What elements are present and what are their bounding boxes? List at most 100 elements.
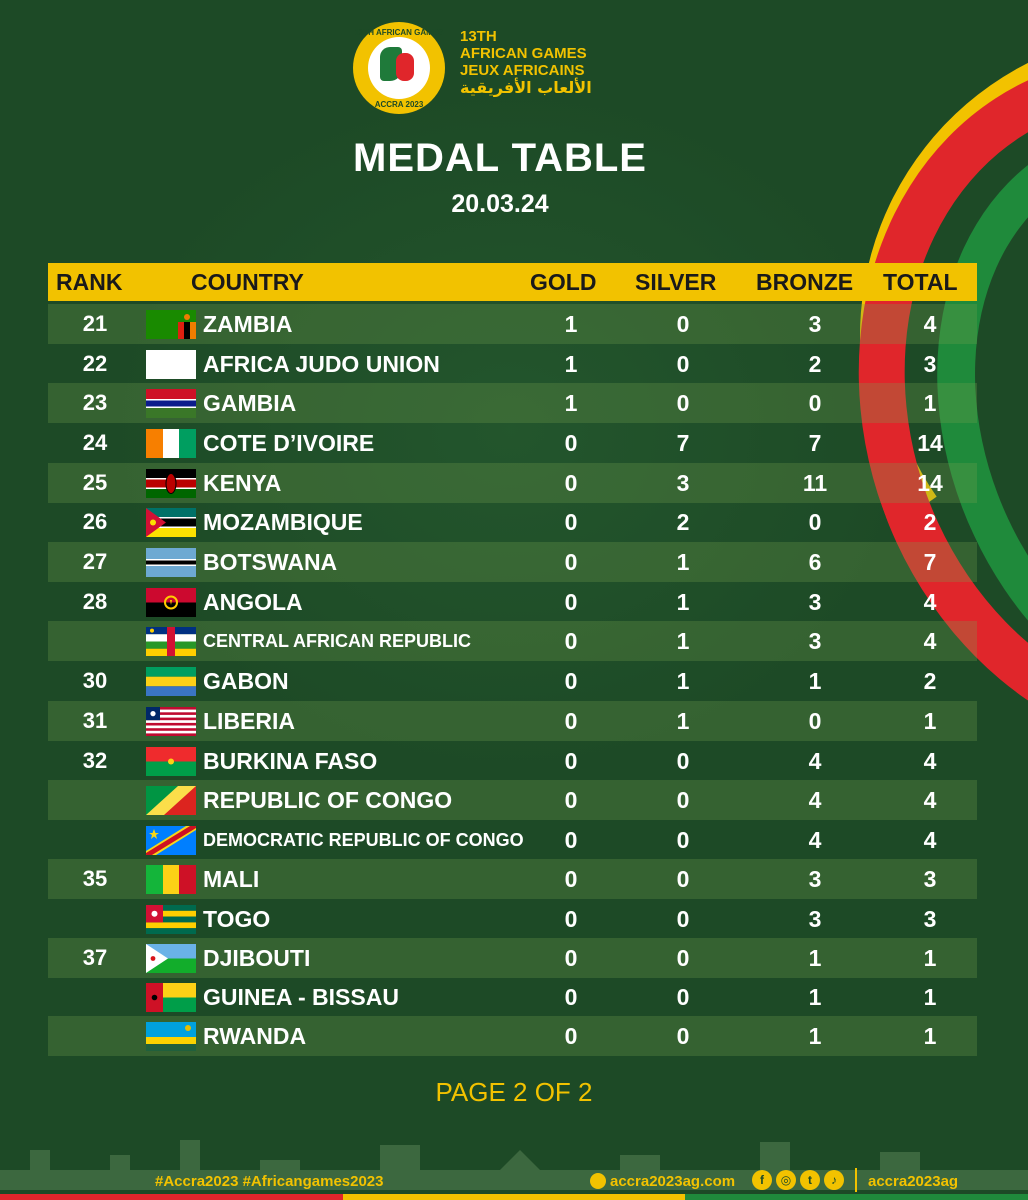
total-cell: 4: [923, 748, 937, 774]
header-silver: SILVER: [635, 269, 717, 295]
country-cell: GUINEA - BISSAU: [203, 984, 399, 1010]
facebook-icon[interactable]: f: [752, 1170, 772, 1190]
twitter-icon[interactable]: t: [800, 1170, 820, 1190]
total-cell: 7: [923, 549, 937, 575]
logo-ring-top-text: 13TH AFRICAN GAMES: [354, 28, 444, 37]
table-row: 23 GAMBIA 1 0 0 1: [48, 383, 977, 423]
bronze-cell: 0: [808, 708, 822, 734]
total-cell: 2: [923, 668, 937, 694]
table-row: 26 MOZAMBIQUE 0 2 0 2: [48, 502, 977, 542]
bronze-cell: 3: [808, 628, 822, 654]
website-link[interactable]: accra2023ag.com: [590, 1173, 735, 1190]
country-cell: RWANDA: [203, 1023, 307, 1049]
header-total: TOTAL: [883, 269, 958, 295]
table-row: 27 BOTSWANA 0 1 6 7: [48, 542, 977, 582]
mozambique-flag: [146, 508, 196, 537]
congo-flag: [146, 786, 196, 815]
country-cell: TOGO: [203, 906, 271, 932]
rank-cell: 26: [82, 509, 108, 534]
table-row: 31 LIBERIA 0 1 0 1: [48, 701, 977, 741]
blank-flag: [146, 350, 196, 379]
bronze-cell: 4: [808, 827, 822, 853]
burkina-faso-flag: [146, 747, 196, 776]
total-cell: 1: [923, 984, 937, 1010]
bronze-cell: 3: [808, 311, 822, 337]
bronze-cell: 11: [802, 470, 828, 496]
total-cell: 1: [923, 390, 937, 416]
silver-cell: 0: [676, 390, 690, 416]
gold-cell: 0: [564, 984, 578, 1010]
silver-cell: 0: [676, 945, 690, 971]
globe-icon: [590, 1173, 606, 1189]
djibouti-flag: [146, 944, 196, 973]
liberia-flag: [146, 707, 196, 736]
social-icons: f ◎ t ♪: [752, 1170, 844, 1190]
silver-cell: 1: [676, 589, 690, 615]
table-row: REPUBLIC OF CONGO 0 0 4 4: [48, 780, 977, 820]
brand-line-1: 13TH: [460, 28, 497, 45]
total-cell: 4: [923, 628, 937, 654]
table-row: 24 COTE D’IVOIRE 0 7 7 14: [48, 423, 977, 463]
total-cell: 14: [917, 430, 943, 456]
tiktok-icon[interactable]: ♪: [824, 1170, 844, 1190]
silver-cell: 1: [676, 668, 690, 694]
silver-cell: 0: [676, 311, 690, 337]
gold-cell: 0: [564, 787, 578, 813]
gold-cell: 0: [564, 945, 578, 971]
silver-cell: 0: [676, 866, 690, 892]
country-cell: REPUBLIC OF CONGO: [203, 787, 453, 813]
page-title: MEDAL TABLE: [353, 136, 647, 180]
table-row: 37 DJIBOUTI 0 0 1 1: [48, 938, 977, 978]
country-cell: AFRICA JUDO UNION: [203, 351, 440, 377]
bronze-cell: 1: [808, 945, 822, 971]
table-row: DEMOCRATIC REPUBLIC OF CONGO 0 0 4 4: [48, 820, 977, 860]
table-row: 28 ANGOLA 0 1 3 4: [48, 582, 977, 622]
gold-cell: 0: [564, 668, 578, 694]
bronze-cell: 0: [808, 390, 822, 416]
rank-cell: 25: [82, 470, 108, 495]
gold-cell: 0: [564, 866, 578, 892]
header-rank: RANK: [56, 269, 123, 295]
social-handle: accra2023ag: [868, 1173, 959, 1190]
gold-cell: 0: [564, 470, 578, 496]
rank-cell: 28: [82, 589, 108, 614]
total-cell: 3: [923, 906, 937, 932]
page-indicator: PAGE 2 OF 2: [435, 1077, 593, 1107]
table-row: 25 KENYA 0 3 11 14: [48, 463, 977, 503]
header-country: COUNTRY: [191, 269, 304, 295]
country-cell: BURKINA FASO: [203, 748, 378, 774]
silver-cell: 0: [676, 906, 690, 932]
gabon-flag: [146, 667, 196, 696]
bronze-cell: 2: [808, 351, 822, 377]
instagram-icon[interactable]: ◎: [776, 1170, 796, 1190]
country-cell: KENYA: [203, 470, 282, 496]
gold-cell: 0: [564, 628, 578, 654]
bronze-cell: 6: [808, 549, 822, 575]
brand-line-2: AFRICAN GAMES: [460, 45, 587, 62]
bronze-cell: 3: [808, 589, 822, 615]
bronze-cell: 4: [808, 748, 822, 774]
country-cell: DEMOCRATIC REPUBLIC OF CONGO: [203, 830, 524, 850]
table-row: TOGO 0 0 3 3: [48, 899, 977, 939]
silver-cell: 1: [676, 708, 690, 734]
brand-line-3: JEUX AFRICAINS: [460, 62, 585, 79]
background-glow: [100, 80, 920, 780]
country-cell: DJIBOUTI: [203, 945, 311, 971]
bronze-cell: 1: [808, 984, 822, 1010]
total-cell: 1: [923, 945, 937, 971]
gold-cell: 1: [564, 311, 578, 337]
total-cell: 14: [917, 470, 943, 496]
silver-cell: 0: [676, 827, 690, 853]
country-cell: ZAMBIA: [203, 311, 293, 337]
total-cell: 3: [923, 351, 937, 377]
table-row: 35 MALI 0 0 3 3: [48, 859, 977, 899]
gold-cell: 0: [564, 549, 578, 575]
country-cell: CENTRAL AFRICAN REPUBLIC: [203, 631, 471, 651]
games-logo: 13TH AFRICAN GAMES ACCRA 2023: [353, 22, 445, 114]
logo-ring-bottom-text: ACCRA 2023: [374, 100, 424, 109]
silver-cell: 1: [676, 549, 690, 575]
silver-cell: 0: [676, 351, 690, 377]
gold-cell: 0: [564, 827, 578, 853]
total-cell: 4: [923, 827, 937, 853]
table-row: RWANDA 0 0 1 1: [48, 1016, 977, 1056]
